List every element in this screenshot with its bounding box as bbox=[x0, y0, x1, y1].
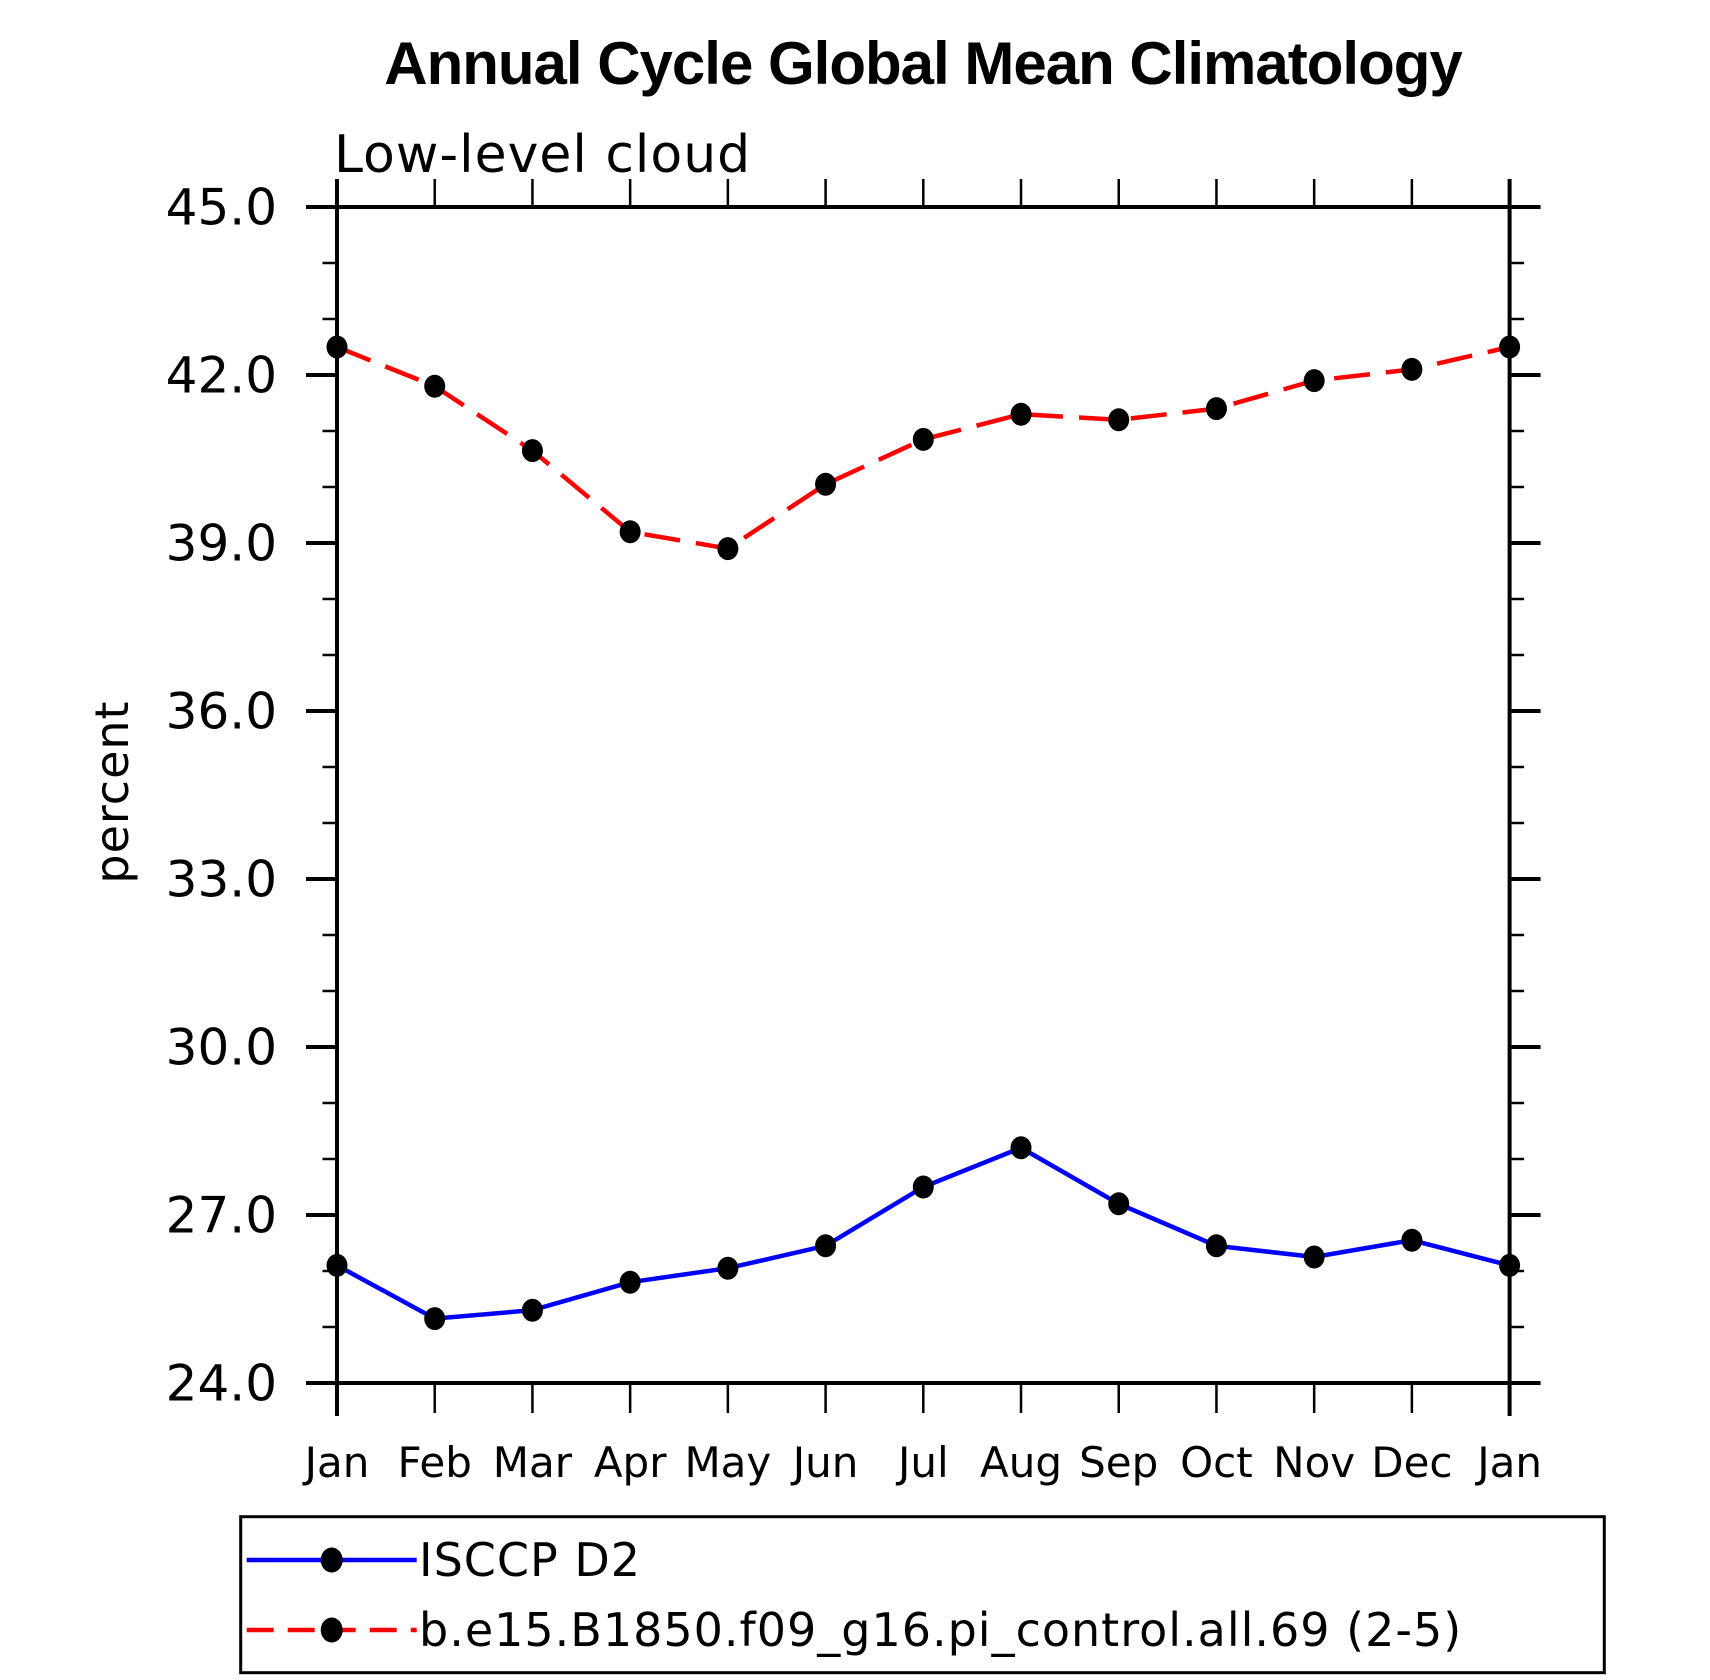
data-point-marker bbox=[521, 1298, 543, 1322]
y-tick-labels: 24.0 27.0 30.0 33.0 36.0 39.0 42.0 45.0 bbox=[166, 179, 277, 1413]
x-tick-label: Jan bbox=[302, 1438, 370, 1487]
data-point-marker bbox=[1205, 397, 1227, 421]
y-tick-label: 42.0 bbox=[166, 347, 277, 405]
x-tick-label: Sep bbox=[1079, 1438, 1158, 1487]
y-tick-label: 39.0 bbox=[166, 515, 277, 573]
legend-label-isccp-d2: ISCCP D2 bbox=[419, 1533, 641, 1587]
data-point-marker bbox=[326, 1253, 348, 1277]
x-tick-label: Aug bbox=[980, 1438, 1062, 1487]
data-point-marker bbox=[815, 472, 837, 496]
data-point-marker bbox=[1108, 1192, 1130, 1216]
series-line-isccp-d2 bbox=[335, 1145, 1511, 1321]
x-tick-label: Jul bbox=[895, 1438, 949, 1487]
data-point-marker bbox=[1303, 369, 1325, 393]
legend-box bbox=[239, 1515, 1606, 1675]
data-point-marker bbox=[619, 520, 641, 544]
data-point-marker bbox=[1401, 1228, 1423, 1252]
x-tick-label: Oct bbox=[1180, 1438, 1253, 1487]
legend: ISCCP D2 b.e15.B1850.f09_g16.pi_control.… bbox=[239, 1515, 1606, 1675]
data-point-marker bbox=[1205, 1234, 1227, 1258]
data-point-marker bbox=[1108, 408, 1130, 432]
data-point-marker bbox=[1010, 1136, 1032, 1160]
chart-subtitle: Low-level cloud bbox=[334, 125, 751, 185]
data-point-marker bbox=[912, 427, 934, 451]
chart-title: Annual Cycle Global Mean Climatology bbox=[384, 30, 1463, 97]
x-tick-label: Nov bbox=[1273, 1438, 1355, 1487]
data-point-marker bbox=[1499, 335, 1521, 359]
y-tick-label: 45.0 bbox=[166, 179, 277, 237]
y-ticks-group bbox=[306, 205, 1541, 1385]
series-group bbox=[326, 335, 1521, 1331]
y-tick-label: 33.0 bbox=[166, 851, 277, 909]
data-point-marker bbox=[717, 537, 739, 561]
x-tick-label: May bbox=[684, 1438, 771, 1487]
x-tick-labels: Jan Feb Mar Apr May Jun Jul Aug Sep Oct Nov Dec Jan bbox=[302, 1438, 1542, 1487]
legend-label-model-run: b.e15.B1850.f09_g16.pi_control.all.69 (2… bbox=[419, 1603, 1462, 1657]
legend-line-samples bbox=[246, 1547, 417, 1643]
x-tick-label: Apr bbox=[594, 1438, 667, 1487]
data-point-marker bbox=[815, 1234, 837, 1258]
x-tick-label: Feb bbox=[398, 1438, 472, 1487]
legend-marker-sample bbox=[320, 1617, 343, 1643]
x-tick-label: Jun bbox=[790, 1438, 859, 1487]
x-ticks-group bbox=[335, 179, 1512, 1416]
data-point-marker bbox=[619, 1270, 641, 1294]
data-point-marker bbox=[326, 335, 348, 359]
x-tick-label: Dec bbox=[1371, 1438, 1452, 1487]
x-tick-label: Jan bbox=[1474, 1438, 1542, 1487]
y-tick-label: 30.0 bbox=[166, 1019, 277, 1077]
data-point-marker bbox=[1499, 1253, 1521, 1277]
data-point-marker bbox=[521, 439, 543, 463]
y-tick-label: 27.0 bbox=[166, 1187, 277, 1245]
data-point-marker bbox=[1401, 357, 1423, 381]
axes-group bbox=[335, 205, 1512, 1385]
y-tick-label: 24.0 bbox=[166, 1355, 277, 1413]
x-tick-label: Mar bbox=[493, 1438, 573, 1487]
data-point-marker bbox=[424, 374, 446, 398]
legend-marker-sample bbox=[320, 1547, 343, 1573]
plot-border bbox=[335, 205, 1512, 1385]
data-point-marker bbox=[424, 1307, 446, 1331]
data-point-marker bbox=[1010, 402, 1032, 426]
data-point-marker bbox=[717, 1256, 739, 1280]
y-tick-label: 36.0 bbox=[166, 683, 277, 741]
data-point-marker bbox=[912, 1175, 934, 1199]
data-point-marker bbox=[1303, 1245, 1325, 1269]
y-axis-label: percent bbox=[85, 700, 139, 883]
